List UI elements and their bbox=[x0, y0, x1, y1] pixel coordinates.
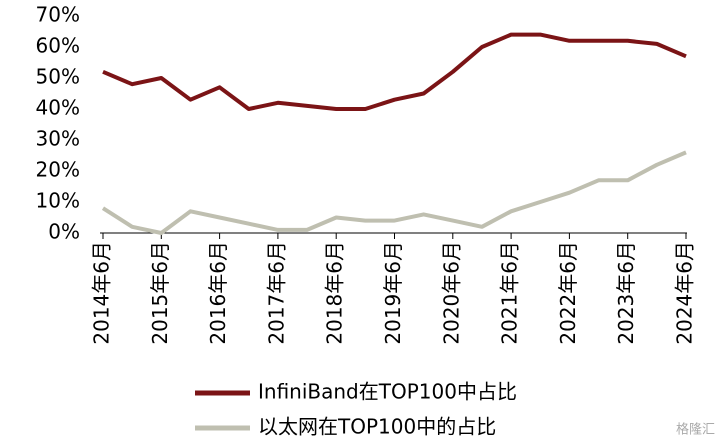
y-tick-label: 20% bbox=[36, 158, 80, 182]
y-tick-label: 0% bbox=[48, 220, 80, 244]
x-tick-label: 2016年6月 bbox=[206, 241, 230, 345]
y-tick-label: 40% bbox=[36, 96, 80, 120]
y-tick-label: 10% bbox=[36, 189, 80, 213]
x-tick-label: 2021年6月 bbox=[498, 241, 522, 345]
x-tick-label: 2015年6月 bbox=[148, 241, 172, 345]
x-tick-label: 2018年6月 bbox=[323, 241, 347, 345]
legend-label: 以太网在TOP100中的占比 bbox=[258, 415, 496, 439]
x-tick-label: 2020年6月 bbox=[439, 241, 463, 345]
y-tick-label: 50% bbox=[36, 65, 80, 89]
x-tick-label: 2024年6月 bbox=[673, 241, 697, 345]
x-tick-label: 2023年6月 bbox=[614, 241, 638, 345]
series-line bbox=[101, 150, 687, 235]
series-line bbox=[102, 32, 687, 111]
x-tick-label: 2017年6月 bbox=[264, 241, 288, 345]
x-tick-label: 2022年6月 bbox=[556, 241, 580, 345]
y-tick-label: 60% bbox=[36, 34, 80, 58]
legend-label: InfiniBand在TOP100中占比 bbox=[258, 380, 517, 404]
watermark: 格隆汇 bbox=[676, 422, 715, 438]
y-tick-label: 30% bbox=[36, 127, 80, 151]
x-tick-label: 2019年6月 bbox=[381, 241, 405, 345]
x-tick-label: 2014年6月 bbox=[90, 241, 114, 345]
y-tick-label: 70% bbox=[36, 3, 80, 27]
